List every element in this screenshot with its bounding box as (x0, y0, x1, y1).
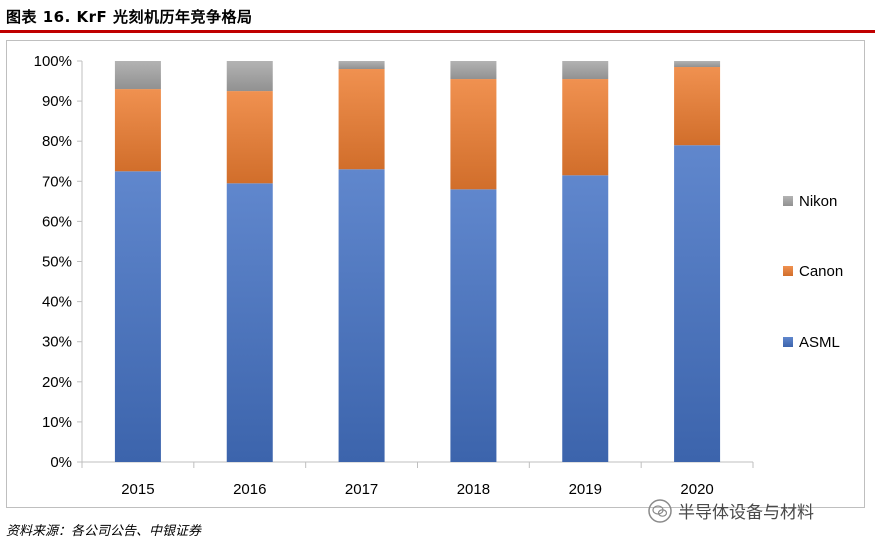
legend-swatch-nikon (783, 196, 793, 206)
axes: 0% 10% 20% 30% 40% 50% 60% 70% 80% 90% 100% 2015 201… (34, 53, 754, 498)
legend: Nikon Canon ASML (783, 193, 843, 351)
y-tick-label: 30% (42, 334, 72, 351)
chart-title: 图表 16. KrF 光刻机历年竞争格局 (6, 8, 253, 26)
y-tick-label: 80% (42, 133, 72, 150)
watermark-text: 半导体设备与材料 (678, 503, 814, 523)
chart-frame: 0% 10% 20% 30% 40% 50% 60% 70% 80% 90% 100% 2015 201… (6, 40, 865, 508)
y-tick-label: 50% (42, 254, 72, 271)
bar-asml-2020 (674, 145, 721, 462)
bar-nikon-2016 (226, 61, 273, 92)
bar-canon-2018 (450, 79, 497, 190)
legend-label-nikon: Nikon (799, 193, 837, 210)
y-tick-label: 40% (42, 294, 72, 311)
legend-label-asml: ASML (799, 334, 840, 351)
x-category-label: 2015 (121, 481, 154, 498)
bar-nikon-2018 (450, 61, 497, 80)
legend-swatch-canon (783, 266, 793, 276)
legend-swatch-asml (783, 337, 793, 347)
bar-nikon-2015 (114, 61, 161, 90)
y-tick-label: 70% (42, 173, 72, 190)
source-note: 资料来源：各公司公告、中银证券 (6, 524, 202, 539)
y-tick-label: 60% (42, 213, 72, 230)
bar-canon-2017 (338, 69, 385, 170)
x-category-label: 2020 (680, 481, 713, 498)
bar-canon-2020 (674, 67, 721, 146)
bar-nikon-2019 (562, 61, 609, 80)
bar-canon-2016 (226, 91, 273, 184)
bar-asml-2015 (114, 171, 161, 462)
x-category-label: 2018 (457, 481, 490, 498)
x-category-label: 2017 (345, 481, 378, 498)
watermark: 半导体设备与材料 (648, 498, 814, 523)
bar-asml-2019 (562, 175, 609, 462)
bar-nikon-2017 (338, 61, 385, 70)
title-rule (0, 30, 875, 33)
y-tick-label: 20% (42, 374, 72, 391)
x-category-label: 2016 (233, 481, 266, 498)
wechat-icon (648, 498, 672, 523)
y-tick-label: 0% (50, 454, 72, 471)
stacked-bar-chart: 0% 10% 20% 30% 40% 50% 60% 70% 80% 90% 100% 2015 201… (34, 53, 844, 498)
y-tick-label: 10% (42, 414, 72, 431)
bar-asml-2018 (450, 189, 497, 462)
y-tick-label: 90% (42, 93, 72, 110)
bar-canon-2015 (114, 89, 161, 172)
x-category-label: 2019 (569, 481, 602, 498)
bar-asml-2017 (338, 169, 385, 462)
bar-nikon-2020 (674, 61, 721, 68)
bar-canon-2019 (562, 79, 609, 176)
y-tick-label: 100% (34, 53, 72, 70)
legend-label-canon: Canon (799, 263, 843, 280)
bar-asml-2016 (226, 183, 273, 462)
bars (114, 61, 721, 462)
